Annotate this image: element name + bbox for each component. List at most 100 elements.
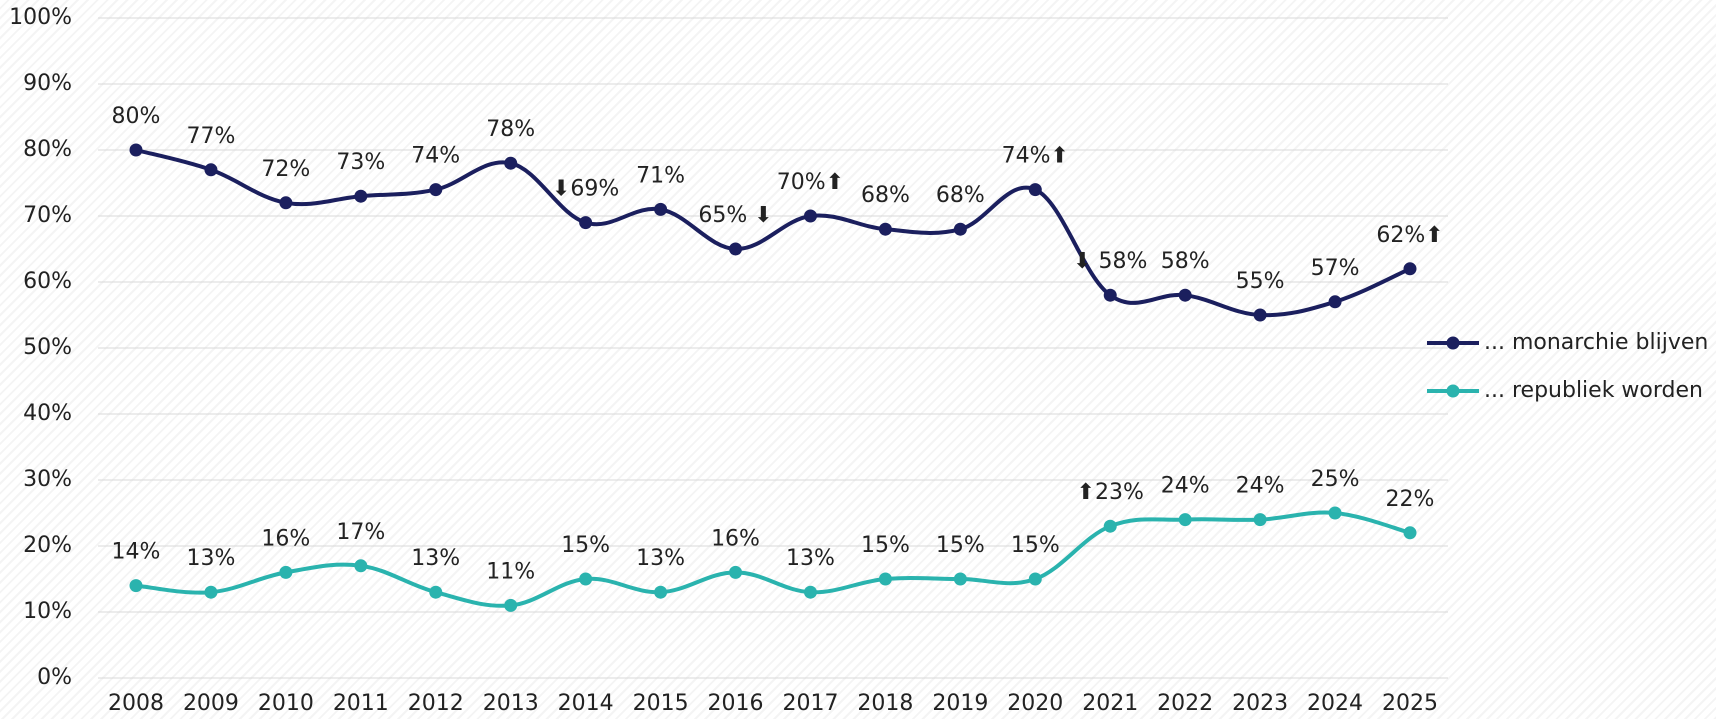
x-tick-label: 2020 bbox=[1007, 691, 1063, 716]
y-tick-label: 70% bbox=[23, 203, 72, 228]
data-label: 80% bbox=[112, 104, 161, 129]
data-label: 16% bbox=[711, 526, 760, 551]
data-label: 14% bbox=[112, 540, 161, 565]
data-point bbox=[878, 572, 892, 586]
data-label: 74% bbox=[411, 144, 460, 169]
data-label: 72% bbox=[261, 157, 310, 182]
data-point bbox=[279, 565, 293, 579]
data-point bbox=[504, 156, 518, 170]
y-tick-label: 80% bbox=[23, 137, 72, 162]
data-point bbox=[279, 196, 293, 210]
x-tick-label: 2019 bbox=[932, 691, 988, 716]
data-point bbox=[1028, 183, 1042, 197]
data-point bbox=[1253, 513, 1267, 527]
data-label: 17% bbox=[336, 520, 385, 545]
data-point bbox=[1028, 572, 1042, 586]
y-tick-label: 60% bbox=[23, 269, 72, 294]
data-point bbox=[953, 572, 967, 586]
data-label: ⬇ 58% bbox=[1073, 249, 1147, 274]
data-label: 15% bbox=[861, 533, 910, 558]
y-tick-label: 50% bbox=[23, 335, 72, 360]
data-label: 13% bbox=[186, 546, 235, 571]
y-tick-label: 20% bbox=[23, 533, 72, 558]
data-point bbox=[1403, 262, 1417, 276]
data-label: 55% bbox=[1236, 269, 1285, 294]
x-tick-label: 2014 bbox=[558, 691, 614, 716]
data-label: 74%⬆ bbox=[1002, 144, 1069, 169]
x-tick-label: 2016 bbox=[708, 691, 764, 716]
data-label: 13% bbox=[411, 546, 460, 571]
x-tick-label: 2021 bbox=[1082, 691, 1138, 716]
data-label: 78% bbox=[486, 117, 535, 142]
data-label: 11% bbox=[486, 559, 535, 584]
data-point bbox=[1253, 308, 1267, 322]
data-label: 15% bbox=[561, 533, 610, 558]
data-point bbox=[953, 222, 967, 236]
data-point bbox=[504, 598, 518, 612]
data-label: ⬇69% bbox=[552, 177, 619, 202]
x-tick-label: 2008 bbox=[108, 691, 164, 716]
x-tick-label: 2010 bbox=[258, 691, 314, 716]
data-label: 13% bbox=[636, 546, 685, 571]
data-point bbox=[204, 585, 218, 599]
data-point bbox=[654, 202, 668, 216]
data-label: 73% bbox=[336, 150, 385, 175]
data-point bbox=[129, 143, 143, 157]
x-tick-label: 2009 bbox=[183, 691, 239, 716]
data-point bbox=[354, 559, 368, 573]
data-label: 22% bbox=[1386, 487, 1435, 512]
data-label: 58% bbox=[1161, 249, 1210, 274]
data-point bbox=[1103, 519, 1117, 533]
legend-label: ... monarchie blijven bbox=[1484, 330, 1708, 355]
series-line bbox=[135, 510, 1411, 608]
x-tick-label: 2012 bbox=[408, 691, 464, 716]
data-point bbox=[1178, 513, 1192, 527]
y-tick-label: 0% bbox=[37, 665, 72, 690]
legend-label: ... republiek worden bbox=[1484, 378, 1703, 403]
data-point bbox=[1328, 295, 1342, 309]
data-label: 65% ⬇ bbox=[698, 203, 772, 228]
x-tick-label: 2023 bbox=[1232, 691, 1288, 716]
data-label: 68% bbox=[936, 183, 985, 208]
series-line bbox=[135, 148, 1411, 318]
data-point bbox=[1178, 288, 1192, 302]
x-tick-label: 2017 bbox=[782, 691, 838, 716]
y-tick-label: 40% bbox=[23, 401, 72, 426]
data-point bbox=[1103, 288, 1117, 302]
data-point bbox=[1328, 506, 1342, 520]
x-tick-label: 2018 bbox=[857, 691, 913, 716]
x-tick-label: 2025 bbox=[1382, 691, 1438, 716]
data-label: 77% bbox=[186, 124, 235, 149]
data-label: 25% bbox=[1311, 467, 1360, 492]
x-tick-label: 2011 bbox=[333, 691, 389, 716]
x-tick-label: 2024 bbox=[1307, 691, 1363, 716]
data-point bbox=[803, 585, 817, 599]
data-label: 24% bbox=[1161, 474, 1210, 499]
data-label: 57% bbox=[1311, 256, 1360, 281]
data-label: 62%⬆ bbox=[1376, 223, 1443, 248]
data-point bbox=[654, 585, 668, 599]
legend-marker bbox=[1446, 336, 1460, 350]
data-label: ⬆23% bbox=[1077, 480, 1144, 505]
x-tick-label: 2015 bbox=[633, 691, 689, 716]
y-tick-label: 100% bbox=[9, 5, 72, 30]
data-point bbox=[729, 242, 743, 256]
data-point bbox=[579, 572, 593, 586]
x-tick-label: 2013 bbox=[483, 691, 539, 716]
data-label: 13% bbox=[786, 546, 835, 571]
y-tick-label: 30% bbox=[23, 467, 72, 492]
data-point bbox=[429, 183, 443, 197]
data-point bbox=[204, 163, 218, 177]
data-label: 15% bbox=[1011, 533, 1060, 558]
y-tick-label: 90% bbox=[23, 71, 72, 96]
data-label: 68% bbox=[861, 183, 910, 208]
data-point bbox=[803, 209, 817, 223]
x-tick-label: 2022 bbox=[1157, 691, 1213, 716]
data-label: 15% bbox=[936, 533, 985, 558]
data-point bbox=[878, 222, 892, 236]
data-point bbox=[579, 216, 593, 230]
data-point bbox=[129, 579, 143, 593]
data-label: 70%⬆ bbox=[777, 170, 844, 195]
